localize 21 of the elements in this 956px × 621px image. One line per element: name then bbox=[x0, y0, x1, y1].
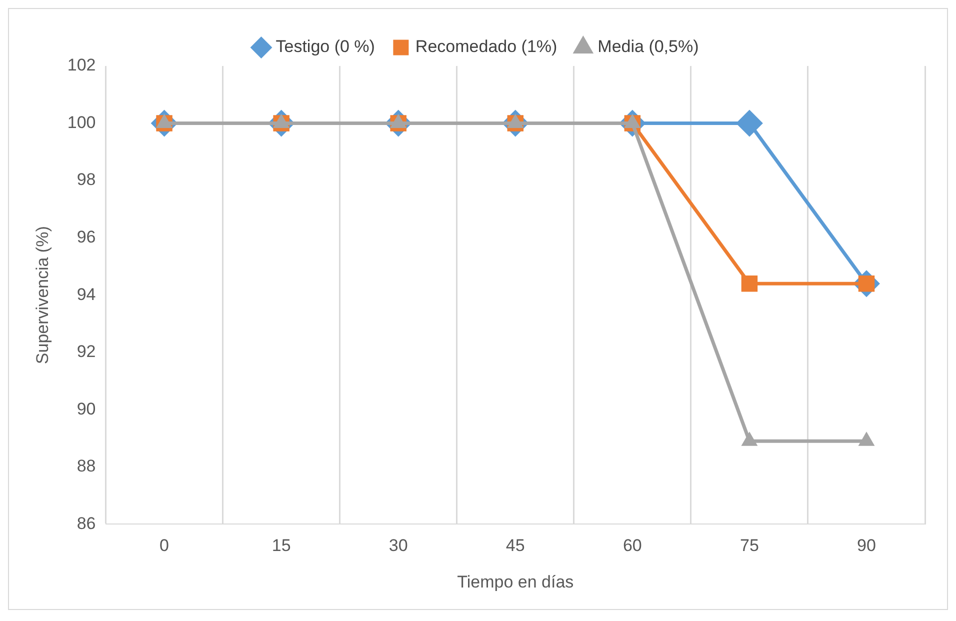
y-tick-label: 98 bbox=[76, 170, 96, 190]
y-tick-label: 88 bbox=[76, 456, 96, 476]
x-axis-title: Tiempo en días bbox=[457, 572, 574, 592]
y-axis-title: Supervivencia (%) bbox=[32, 226, 52, 364]
x-tick-label: 45 bbox=[506, 536, 525, 556]
legend-label: Recomedado (1%) bbox=[415, 37, 558, 56]
y-tick-label: 96 bbox=[76, 228, 96, 247]
x-tick-label: 15 bbox=[272, 536, 291, 556]
x-tick-label: 30 bbox=[388, 536, 408, 556]
x-tick-label: 0 bbox=[160, 536, 170, 556]
y-tick-label: 90 bbox=[76, 399, 96, 418]
y-tick-label: 100 bbox=[67, 112, 96, 132]
legend-label: Testigo (0 %) bbox=[276, 37, 375, 56]
y-tick-label: 102 bbox=[67, 56, 96, 75]
y-tick-label: 94 bbox=[76, 284, 96, 304]
legend-label: Media (0,5%) bbox=[598, 37, 699, 56]
x-tick-label: 75 bbox=[740, 536, 759, 556]
y-tick-label: 92 bbox=[76, 342, 96, 362]
x-tick-label: 90 bbox=[857, 536, 876, 556]
y-tick-label: 86 bbox=[76, 514, 96, 533]
x-tick-label: 60 bbox=[622, 536, 642, 556]
